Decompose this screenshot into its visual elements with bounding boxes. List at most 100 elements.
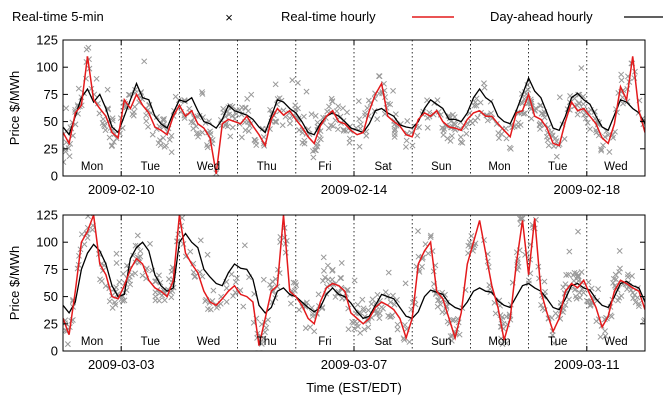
rt5-marker	[356, 116, 363, 123]
date-tick-label: 2009-03-03	[88, 357, 155, 372]
rt5-marker	[287, 300, 294, 307]
rt5-marker	[515, 123, 521, 130]
rt5-marker	[403, 137, 410, 144]
day-label: Wed	[604, 161, 627, 173]
rt5-marker	[537, 102, 544, 109]
rt5-marker	[325, 125, 332, 132]
date-tick-label: 2009-02-10	[88, 182, 155, 197]
bottom-day-gridlines	[120, 215, 588, 351]
rt5-marker	[199, 90, 206, 97]
rt5-marker	[406, 339, 413, 345]
rt5-marker	[141, 58, 148, 65]
rt5-marker	[134, 232, 141, 239]
rt5-marker	[230, 292, 237, 299]
day-label: Fri	[318, 161, 331, 173]
rt5-marker	[437, 301, 444, 308]
rt5-marker	[226, 111, 232, 118]
rt5-marker	[108, 143, 115, 150]
rt5-marker	[163, 142, 170, 149]
rt5-marker	[525, 86, 532, 93]
rt5-marker	[618, 77, 625, 84]
rt5-marker	[565, 271, 572, 278]
day-label: Mon	[81, 336, 103, 348]
rt5-marker	[624, 271, 631, 278]
rt5-marker	[617, 265, 623, 272]
rt5-marker	[448, 337, 455, 344]
rt5-marker	[435, 297, 441, 304]
legend-label-rthourly: Real-time hourly	[281, 9, 376, 24]
rt5-marker	[65, 145, 72, 152]
rt5-marker	[165, 276, 172, 283]
rt5-marker	[354, 320, 360, 327]
rt5-marker	[456, 331, 463, 338]
rt5-marker	[612, 271, 619, 278]
rt5-marker	[550, 340, 557, 347]
rt5-marker	[155, 140, 162, 147]
rt5-marker	[324, 262, 331, 269]
rt5-marker	[135, 259, 142, 266]
rt5-marker	[354, 301, 361, 308]
rt5-marker	[365, 318, 372, 325]
rt5-marker	[143, 118, 150, 125]
rt5-marker	[180, 209, 185, 214]
rt5-marker	[289, 77, 296, 84]
rt5-marker	[584, 119, 591, 126]
rt5-marker	[338, 275, 345, 282]
rt5-marker	[409, 142, 416, 149]
rt5-marker	[199, 273, 206, 280]
rt5-marker	[223, 298, 230, 305]
rt5-marker	[156, 272, 162, 279]
date-tick-label: 2009-03-07	[321, 357, 388, 372]
rt5-marker	[575, 273, 582, 280]
date-tick-label: 2009-03-11	[554, 357, 620, 372]
bottom-dayahead-line	[63, 232, 645, 320]
rt5-marker	[357, 329, 364, 336]
rt5-marker	[434, 303, 441, 310]
day-label: Tue	[141, 161, 160, 173]
rt5-marker	[387, 299, 394, 306]
rt5-marker	[378, 304, 385, 311]
rt5-marker	[402, 280, 409, 287]
rt5-marker	[375, 73, 382, 80]
day-label: Sun	[431, 161, 451, 173]
rt5-marker	[253, 142, 260, 149]
rt5-marker	[545, 124, 552, 131]
rt5-marker	[113, 260, 120, 266]
rt5-marker	[391, 134, 398, 140]
rt5-marker	[448, 133, 455, 139]
rt5-marker	[442, 122, 449, 129]
rt5-marker	[332, 294, 339, 300]
rt5-marker	[541, 278, 548, 285]
date-tick-label: 2009-02-14	[321, 182, 388, 197]
rt5-marker	[402, 143, 409, 150]
rt5-marker	[394, 326, 401, 333]
rt5-marker	[496, 135, 502, 142]
rt5-marker	[64, 341, 71, 348]
top-yticks: 0 25 50 75 100 125	[36, 33, 645, 184]
rt5-marker	[87, 215, 93, 216]
rt5-marker	[466, 239, 473, 246]
rt5-marker	[560, 284, 567, 291]
bottom-panel: Price $/MWh Mon Tue Wed Thu Fri Sat Sun Mon Tue W…	[7, 208, 646, 372]
rt5-marker	[414, 132, 421, 139]
day-label: Thu	[257, 161, 277, 173]
rt5-marker	[562, 281, 569, 288]
rt5-marker	[233, 275, 240, 282]
rt5-marker	[320, 254, 327, 261]
rt5-marker	[472, 99, 479, 106]
rt5-marker	[562, 302, 569, 308]
rt5-marker	[316, 135, 323, 142]
rt5-marker	[176, 209, 181, 214]
rt5-marker	[143, 112, 150, 119]
rt5-marker	[204, 251, 211, 258]
rt5-marker	[248, 91, 255, 98]
y-tick-label: 125	[36, 208, 58, 223]
rt5-marker	[351, 325, 358, 332]
rt5-marker	[365, 97, 372, 104]
rt5-marker	[457, 139, 464, 146]
rt5-marker	[132, 270, 139, 277]
top-panel: Price $/MWh Mon Tue Wed Thu Fri Sat Sun Mon Tue W…	[7, 33, 646, 197]
rt5-marker	[156, 297, 163, 304]
rt5-marker	[335, 126, 341, 133]
